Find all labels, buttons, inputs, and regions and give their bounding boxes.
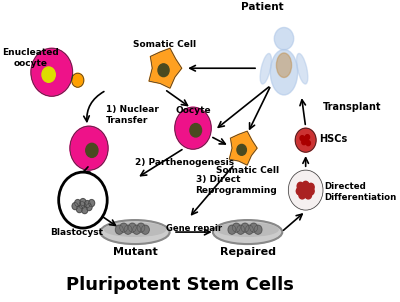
Circle shape	[254, 225, 262, 234]
Text: Directed
Differentiation: Directed Differentiation	[325, 182, 397, 201]
Ellipse shape	[104, 223, 166, 236]
Circle shape	[237, 225, 244, 234]
Circle shape	[299, 191, 306, 199]
Circle shape	[237, 144, 246, 155]
Circle shape	[302, 181, 309, 189]
Ellipse shape	[213, 220, 282, 244]
Circle shape	[133, 225, 140, 234]
Circle shape	[31, 48, 72, 96]
Text: Blastocyst: Blastocyst	[50, 228, 103, 237]
Circle shape	[274, 27, 294, 50]
Text: HSCs: HSCs	[319, 134, 347, 144]
Circle shape	[246, 225, 253, 234]
Circle shape	[305, 191, 312, 199]
Circle shape	[300, 136, 304, 141]
Circle shape	[70, 126, 108, 170]
Circle shape	[306, 141, 310, 146]
Circle shape	[80, 199, 86, 206]
Circle shape	[250, 223, 258, 232]
Text: Pluripotent Stem Cells: Pluripotent Stem Cells	[66, 276, 294, 294]
Text: Somatic Cell: Somatic Cell	[216, 166, 279, 175]
Circle shape	[82, 207, 88, 214]
Circle shape	[75, 200, 81, 207]
Circle shape	[128, 223, 136, 232]
Circle shape	[175, 107, 211, 149]
Ellipse shape	[217, 223, 278, 236]
Text: Mutant: Mutant	[112, 247, 157, 257]
Circle shape	[158, 64, 169, 77]
Text: Repaired: Repaired	[220, 247, 276, 257]
Circle shape	[76, 206, 82, 213]
Circle shape	[228, 225, 236, 234]
Ellipse shape	[296, 53, 308, 84]
Circle shape	[88, 200, 95, 207]
Circle shape	[42, 67, 55, 82]
Text: Transplant: Transplant	[323, 102, 382, 112]
Circle shape	[190, 124, 202, 137]
Polygon shape	[149, 48, 182, 88]
Circle shape	[302, 186, 309, 194]
Text: Oocyte: Oocyte	[175, 106, 211, 115]
Text: Enucleated
oocyte: Enucleated oocyte	[2, 48, 59, 68]
Polygon shape	[229, 131, 257, 165]
Ellipse shape	[260, 53, 272, 84]
Text: Gene repair: Gene repair	[166, 224, 222, 233]
Text: Somatic Cell: Somatic Cell	[133, 40, 196, 49]
Circle shape	[72, 73, 84, 87]
Text: Patient: Patient	[241, 2, 284, 12]
Circle shape	[305, 135, 310, 140]
Circle shape	[288, 170, 323, 210]
Circle shape	[295, 128, 316, 152]
Text: 3) Direct
Reprogramming: 3) Direct Reprogramming	[196, 175, 277, 194]
Circle shape	[86, 204, 92, 210]
Circle shape	[72, 203, 78, 210]
Circle shape	[59, 172, 107, 228]
Circle shape	[120, 223, 128, 232]
Circle shape	[232, 223, 240, 232]
Circle shape	[308, 187, 314, 195]
Circle shape	[116, 225, 123, 234]
Circle shape	[124, 225, 132, 234]
Circle shape	[241, 223, 249, 232]
Circle shape	[297, 182, 304, 190]
Ellipse shape	[270, 50, 298, 95]
Circle shape	[84, 201, 90, 207]
Text: 1) Nuclear
Transfer: 1) Nuclear Transfer	[106, 105, 159, 125]
Ellipse shape	[100, 220, 170, 244]
Circle shape	[296, 187, 303, 195]
Circle shape	[304, 137, 308, 142]
Circle shape	[302, 140, 306, 145]
Circle shape	[86, 143, 98, 157]
Circle shape	[137, 223, 145, 232]
Text: 2) Parthenogenesis: 2) Parthenogenesis	[135, 158, 234, 167]
Circle shape	[79, 202, 85, 209]
Circle shape	[142, 225, 149, 234]
Circle shape	[308, 183, 314, 191]
Ellipse shape	[276, 53, 292, 78]
